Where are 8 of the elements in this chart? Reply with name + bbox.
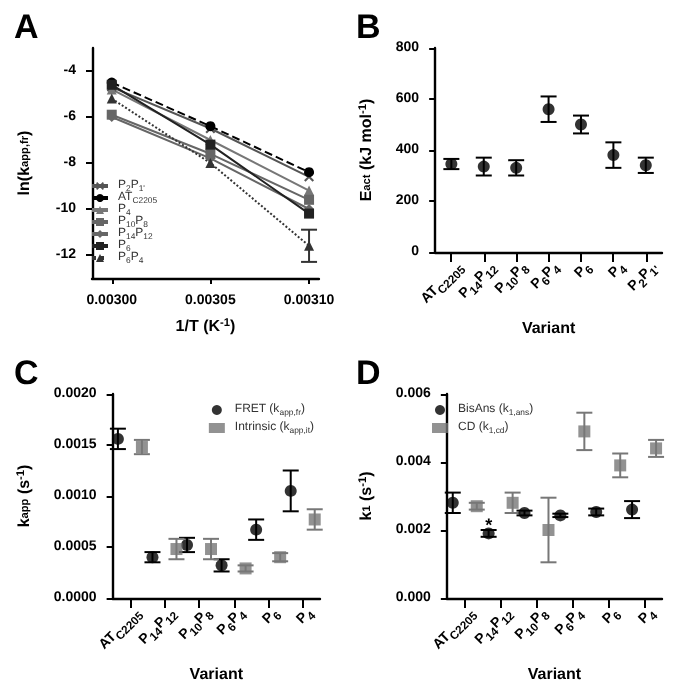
chart-title: C [14,354,39,392]
chart-title: D [356,354,381,392]
x-axis-title: Variant [189,665,244,683]
x-axis-title: Variant [521,319,576,337]
x-axis-title: Variant [527,665,582,683]
chart-title: A [14,8,39,46]
chart-title: B [356,8,381,46]
annotation: * [485,514,494,535]
